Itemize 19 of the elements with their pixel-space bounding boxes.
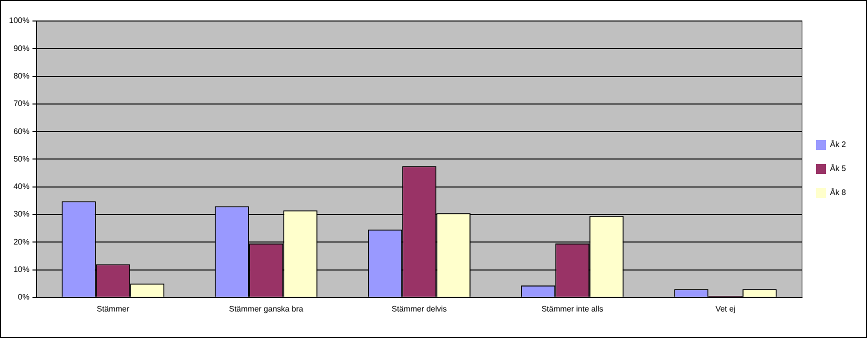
y-tick-label: 20% <box>13 237 30 246</box>
y-tick-label: 100% <box>8 16 30 26</box>
x-tick-label: Stämmer <box>96 304 130 314</box>
x-tick-label: Vet ej <box>715 304 736 314</box>
x-tick-label: Stämmer inte alls <box>541 304 604 314</box>
y-tick-label: 60% <box>13 126 30 136</box>
y-tick-label: 90% <box>13 44 30 53</box>
y-tick-label: 0% <box>18 292 30 302</box>
y-tick-label: 40% <box>13 182 30 192</box>
x-tick-label: Stämmer delvis <box>392 304 447 314</box>
legend-label: Åk 8 <box>830 188 847 198</box>
y-tick-label: 10% <box>13 264 30 274</box>
legend-label: Åk 5 <box>830 164 847 174</box>
y-tick-label: 80% <box>13 71 30 80</box>
x-tick-label: Stämmer ganska bra <box>228 304 304 314</box>
y-tick-label: 30% <box>13 210 30 219</box>
y-tick-label: 70% <box>13 99 30 108</box>
y-tick-label: 50% <box>13 154 30 164</box>
legend-label: Åk 2 <box>830 140 847 150</box>
